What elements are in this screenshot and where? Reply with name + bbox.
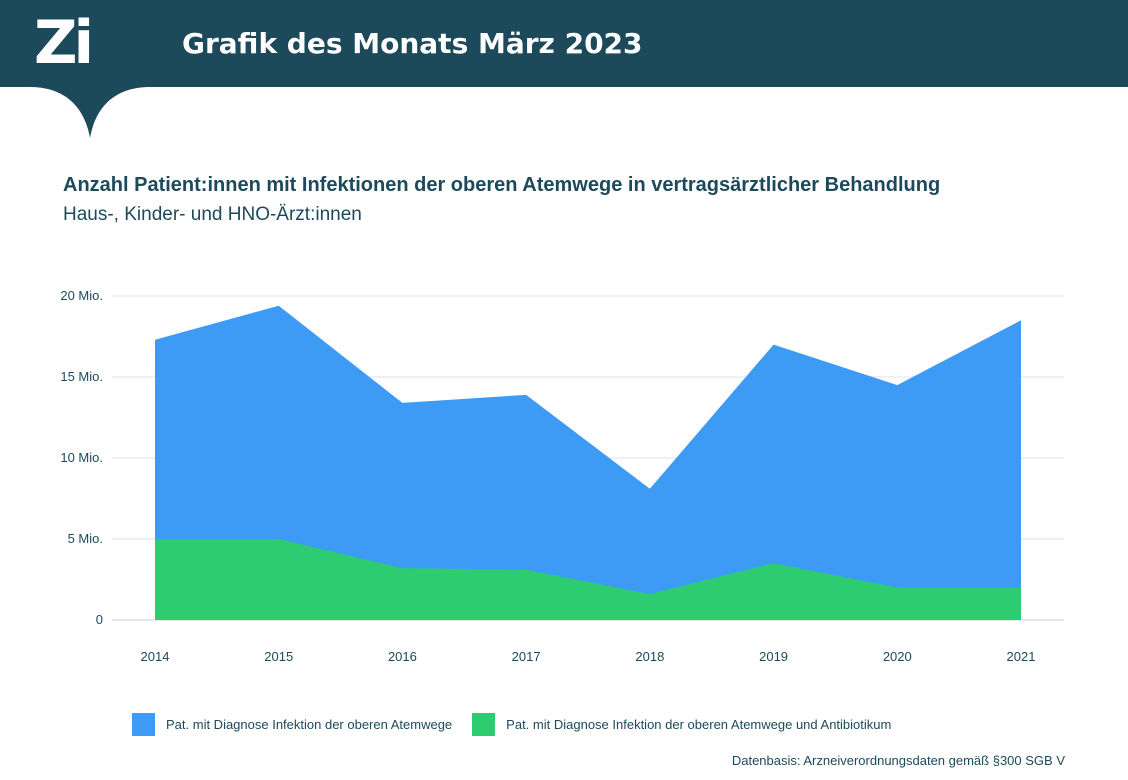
y-tick-label: 0 — [96, 612, 103, 627]
x-tick-label: 2019 — [759, 649, 788, 664]
legend-label-antibiotic: Pat. mit Diagnose Infektion der oberen A… — [506, 716, 892, 732]
legend-item-all: Pat. mit Diagnose Infektion der oberen A… — [132, 712, 453, 736]
legend-swatch-all — [132, 712, 155, 736]
y-tick-label: 10 Mio. — [60, 450, 103, 465]
area-chart: 0 5 Mio. 10 Mio. 15 Mio. 20 Mio. 2014 2015 2016… — [60, 288, 1064, 664]
zi-logo: Zi — [34, 8, 94, 78]
area-series-all — [155, 305, 1021, 620]
area-series-antibiotic — [155, 539, 1021, 620]
x-tick-label: 2020 — [883, 649, 912, 664]
y-tick-label: 5 Mio. — [68, 531, 103, 546]
chart-title: Anzahl Patient:innen mit Infektionen der… — [63, 174, 941, 196]
chart-legend: Pat. mit Diagnose Infektion der oberen A… — [132, 712, 901, 736]
y-tick-label: 20 Mio. — [60, 288, 103, 303]
y-tick-label: 15 Mio. — [60, 369, 103, 384]
chart-subtitle: Haus-, Kinder- und HNO-Ärzt:innen — [63, 204, 362, 225]
header-bar — [0, 0, 1128, 87]
source-note: Datenbasis: Arzneiverordnungsdaten gemäß… — [731, 753, 1065, 768]
legend-swatch-antibiotic — [472, 712, 496, 736]
page-header-title: Grafik des Monats März 2023 — [182, 27, 643, 60]
x-tick-label: 2015 — [264, 649, 293, 664]
x-tick-label: 2014 — [141, 649, 170, 664]
x-tick-label: 2021 — [1007, 649, 1036, 664]
legend-item-antibiotic: Pat. mit Diagnose Infektion der oberen A… — [472, 712, 892, 736]
legend-label-all: Pat. mit Diagnose Infektion der oberen A… — [166, 716, 453, 732]
x-tick-label: 2017 — [512, 649, 541, 664]
x-tick-label: 2018 — [635, 649, 664, 664]
x-tick-label: 2016 — [388, 649, 417, 664]
logo-tab — [0, 0, 160, 138]
